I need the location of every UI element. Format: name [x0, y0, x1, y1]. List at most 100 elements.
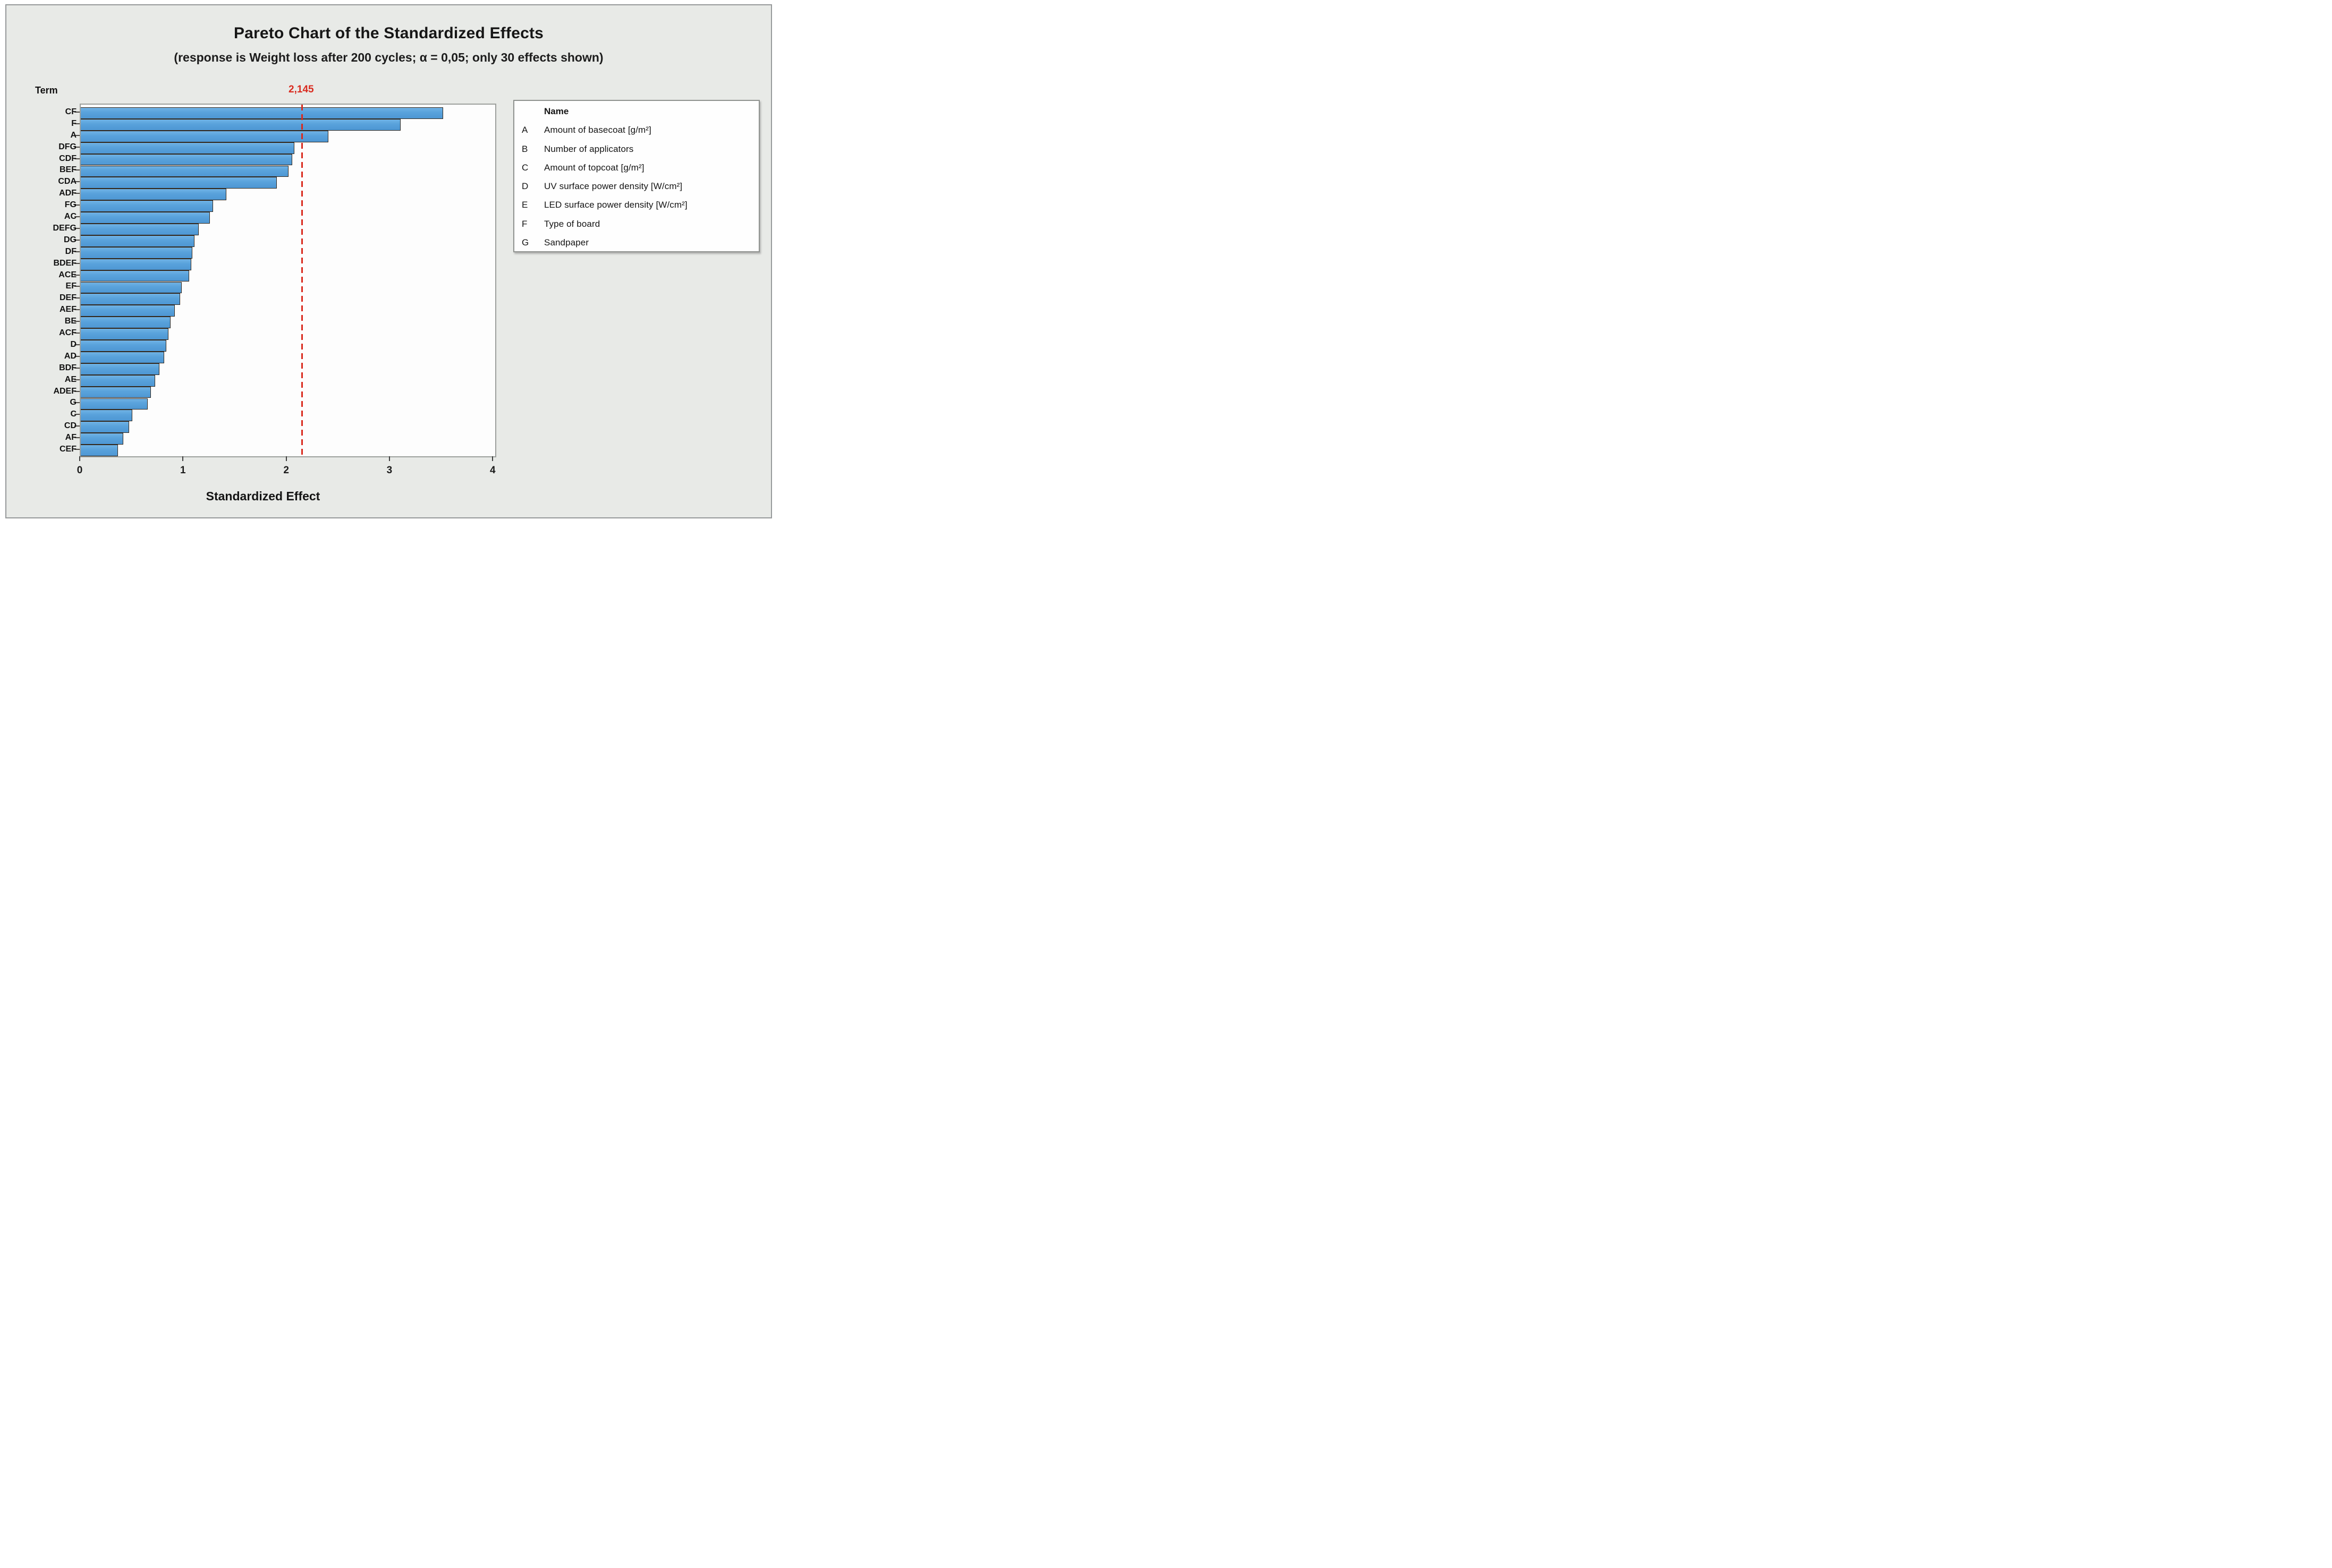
x-axis-tick: [388, 456, 390, 461]
legend-item-D: D UV surface power density [W/cm²]: [522, 181, 754, 192]
y-axis-tick: [74, 449, 80, 450]
bar-CF: [81, 107, 444, 119]
plot-area: [80, 104, 496, 457]
legend-item-key: A: [522, 125, 528, 135]
term-label: BEF: [60, 165, 77, 175]
y-axis-tick: [74, 134, 80, 136]
term-label: CDF: [59, 154, 77, 163]
term-label: CEF: [60, 445, 77, 454]
y-axis-tick: [74, 158, 80, 159]
y-axis-tick: [74, 297, 80, 299]
term-label: G: [70, 398, 77, 407]
reference-line-label: 2,145: [289, 84, 314, 95]
bar-AC: [81, 212, 210, 224]
bar-DEF: [81, 293, 180, 305]
term-label: ADF: [59, 189, 77, 198]
bar-ACE: [81, 270, 190, 282]
term-label: CD: [64, 421, 77, 431]
bar-BDF: [81, 363, 159, 375]
bar-BDEF: [81, 258, 191, 270]
legend-item-key: E: [522, 200, 528, 210]
y-axis-title: Term: [35, 85, 58, 96]
bar-CDF: [81, 154, 293, 166]
y-axis-tick: [74, 123, 80, 124]
bar-DEFG: [81, 224, 199, 235]
term-label: DEFG: [53, 223, 77, 233]
y-axis-tick: [74, 251, 80, 252]
term-label: BDF: [59, 363, 77, 372]
x-tick-label: 1: [180, 465, 186, 476]
term-label: BE: [64, 317, 77, 326]
y-axis-tick: [74, 414, 80, 415]
legend-item-name: UV surface power density [W/cm²]: [544, 181, 683, 192]
y-axis-tick: [74, 227, 80, 229]
legend-item-name: Sandpaper: [544, 237, 589, 248]
bar-F: [81, 118, 401, 131]
legend-item-name: Number of applicators: [544, 143, 634, 154]
y-axis-tick: [74, 402, 80, 404]
bar-BE: [81, 317, 171, 329]
reference-line: [301, 105, 303, 456]
term-label: DF: [65, 246, 77, 256]
legend-item-key: B: [522, 143, 528, 154]
term-label: A: [70, 130, 77, 140]
y-axis-tick: [74, 181, 80, 183]
bar-G: [81, 398, 148, 410]
legend-item-A: A Amount of basecoat [g/m²]: [522, 125, 754, 135]
x-axis-tick: [285, 456, 287, 461]
legend-item-name: Amount of topcoat [g/m²]: [544, 162, 645, 173]
term-label: AEF: [60, 305, 77, 314]
legend-item-E: E LED surface power density [W/cm²]: [522, 200, 754, 210]
legend-item-G: G Sandpaper: [522, 237, 754, 248]
bar-DG: [81, 235, 194, 247]
pareto-chart-figure: Pareto Chart of the Standardized Effects…: [0, 0, 777, 523]
x-tick-label: 3: [386, 465, 393, 476]
y-axis-tick: [74, 169, 80, 171]
y-axis-tick: [74, 286, 80, 287]
term-label: AC: [64, 212, 77, 221]
bar-DFG: [81, 142, 295, 154]
x-axis-label: Standardized Effect: [206, 489, 320, 503]
term-label: BDEF: [53, 258, 77, 268]
legend-item-key: C: [522, 162, 529, 173]
bar-FG: [81, 200, 213, 212]
term-label: ACF: [59, 328, 77, 338]
x-tick-label: 4: [490, 465, 496, 476]
y-axis-tick: [74, 239, 80, 241]
term-label: DG: [64, 235, 77, 244]
y-axis-tick: [74, 367, 80, 369]
y-axis-tick: [74, 344, 80, 345]
bar-D: [81, 340, 167, 352]
bar-CD: [81, 421, 130, 433]
bar-BEF: [81, 165, 289, 177]
bar-AD: [81, 351, 165, 363]
legend-box: Name A Amount of basecoat [g/m²] B Number o…: [513, 100, 760, 252]
term-label: ADEF: [53, 386, 77, 396]
y-axis-tick: [74, 309, 80, 311]
bar-ADF: [81, 189, 226, 201]
term-label: DFG: [58, 142, 77, 151]
legend-item-key: D: [522, 181, 529, 192]
legend-item-C: C Amount of topcoat [g/m²]: [522, 163, 754, 173]
legend-item-key: G: [522, 237, 529, 248]
bar-ADEF: [81, 386, 151, 398]
bar-A: [81, 130, 329, 142]
term-label: F: [71, 118, 77, 128]
term-label: CF: [65, 107, 77, 116]
bar-DF: [81, 246, 192, 259]
y-axis-tick: [74, 355, 80, 357]
legend-item-name: LED surface power density [W/cm²]: [544, 200, 688, 210]
y-axis-tick: [74, 390, 80, 392]
chart-title: Pareto Chart of the Standardized Effects: [233, 24, 544, 42]
y-axis-tick: [74, 425, 80, 427]
legend-item-name: Amount of basecoat [g/m²]: [544, 125, 651, 135]
term-label: D: [70, 339, 77, 349]
y-axis-tick: [74, 274, 80, 276]
y-axis-tick: [74, 204, 80, 206]
legend-content: Name A Amount of basecoat [g/m²] B Number o…: [522, 106, 754, 248]
bar-C: [81, 410, 133, 422]
legend-item-F: F Type of board: [522, 219, 754, 229]
bar-ACF: [81, 328, 169, 340]
term-label: AE: [64, 374, 77, 384]
bar-EF: [81, 282, 182, 294]
